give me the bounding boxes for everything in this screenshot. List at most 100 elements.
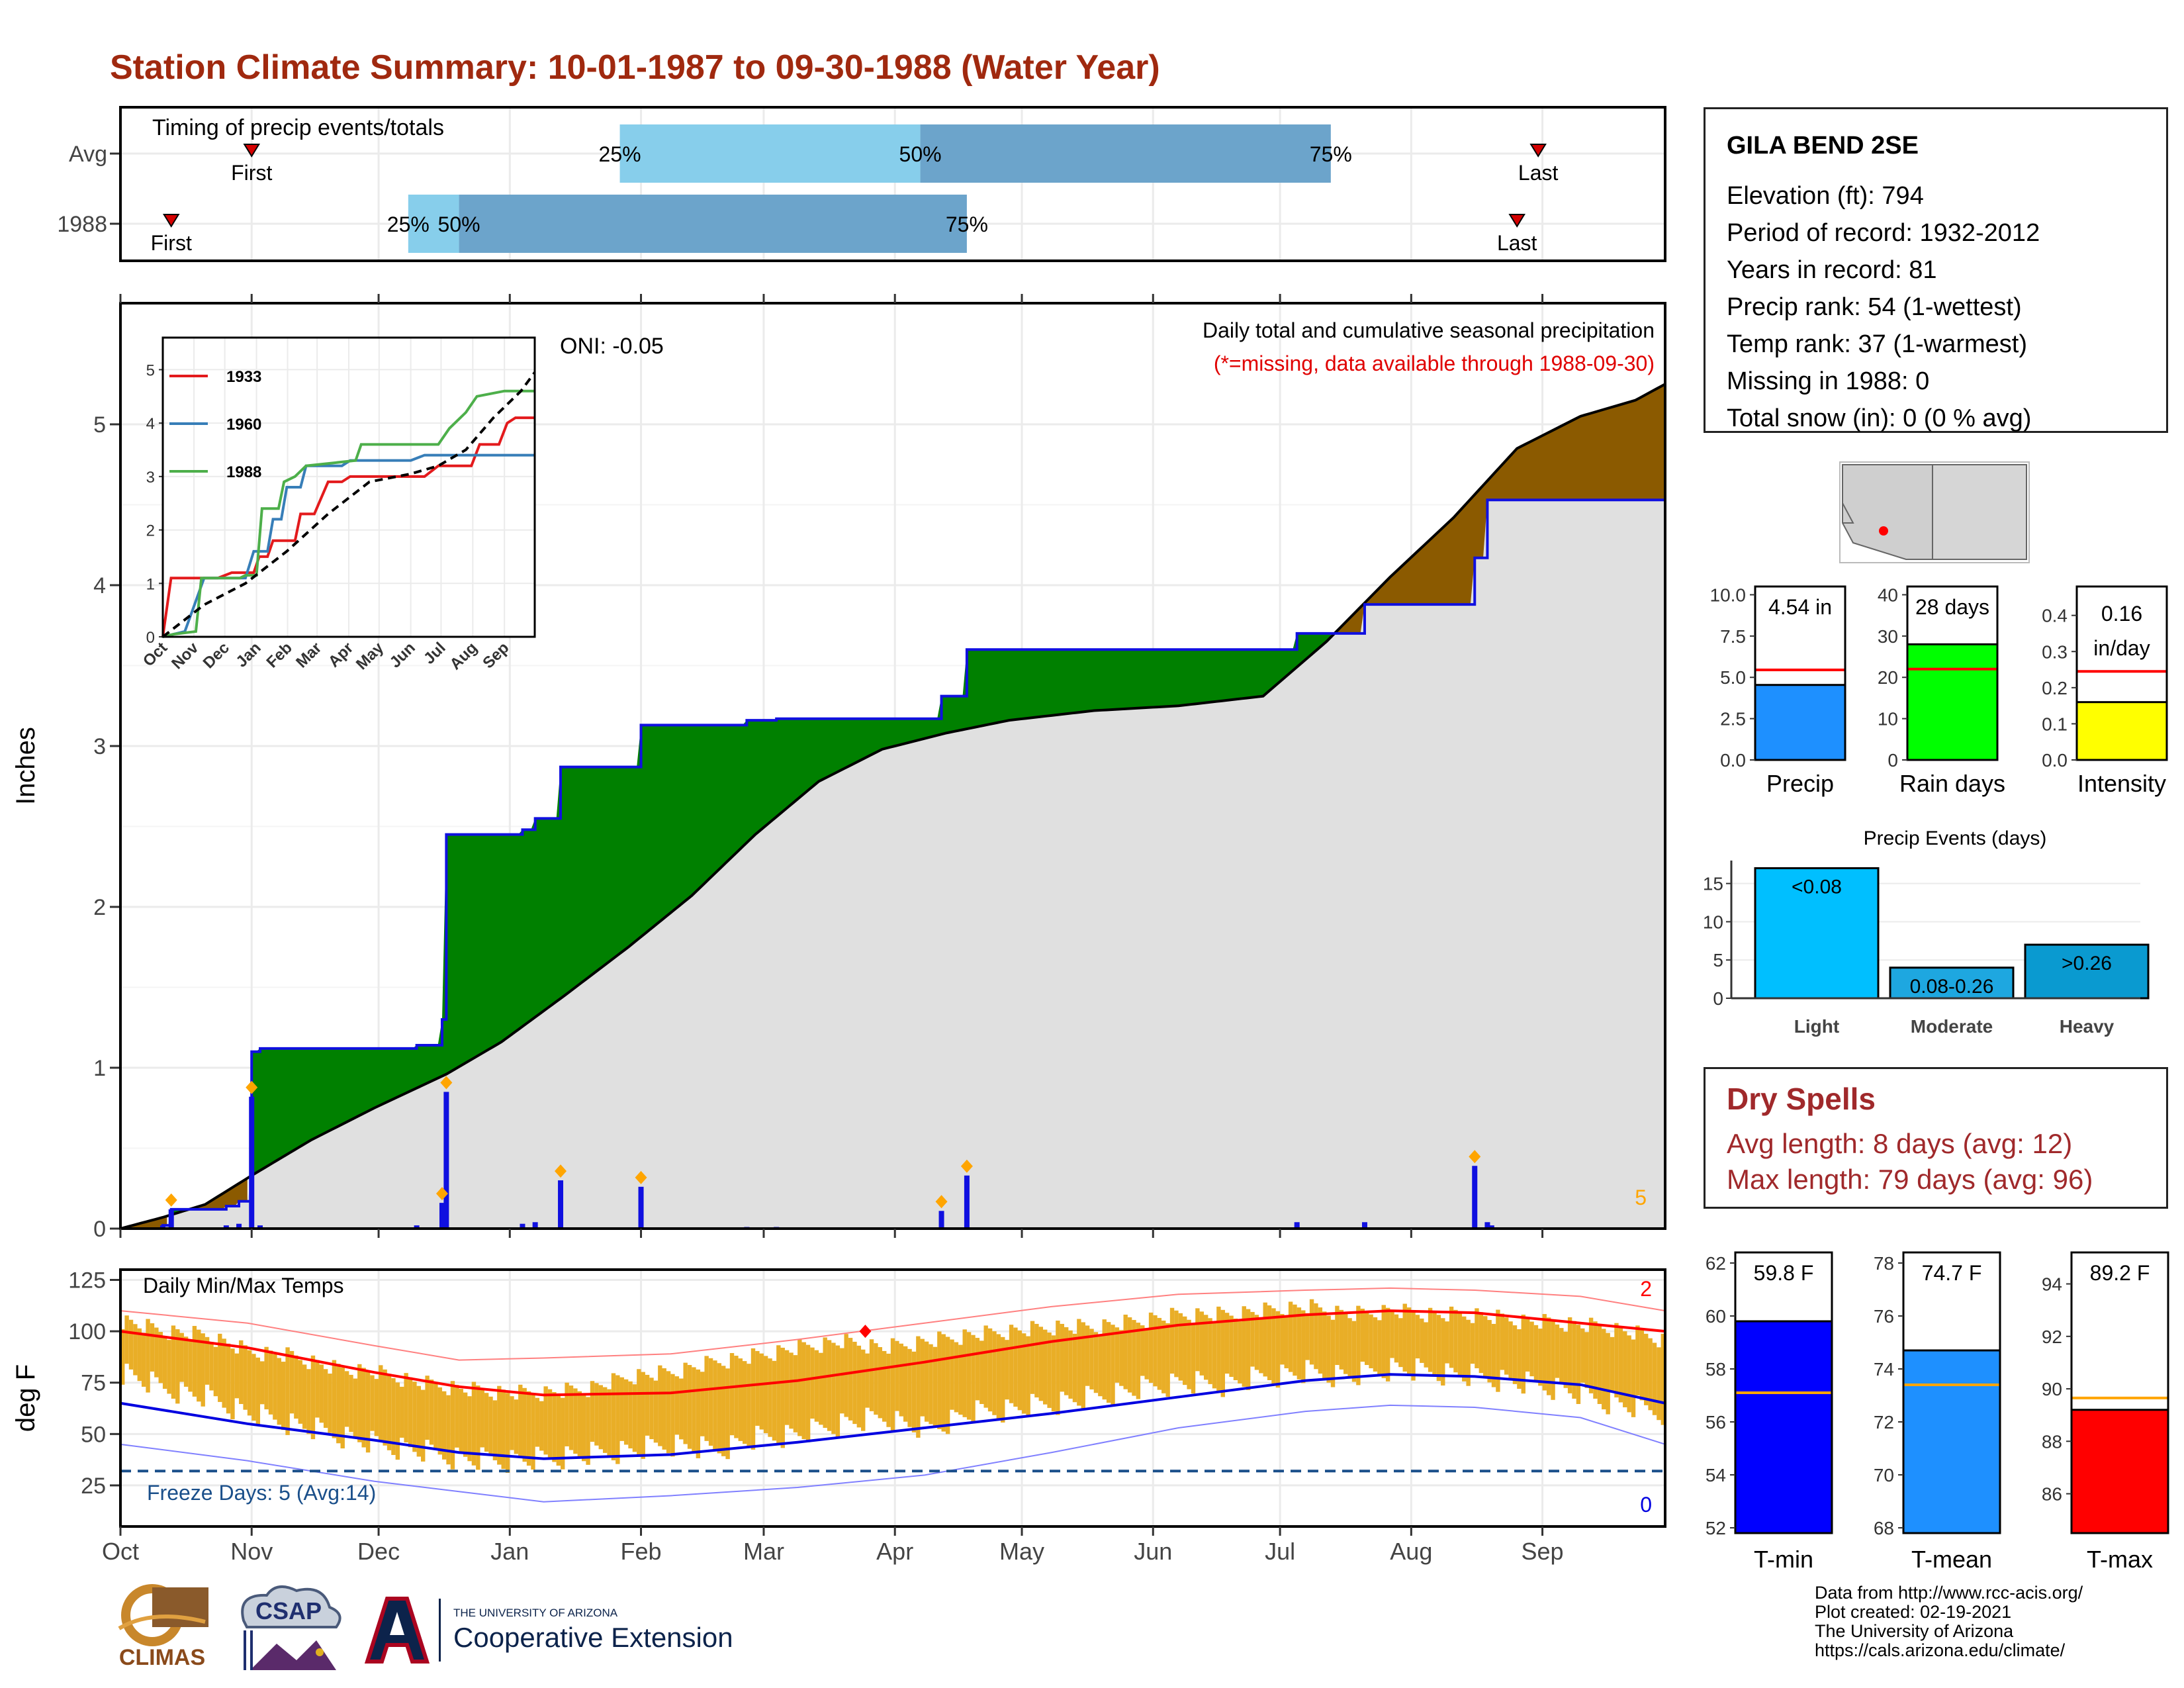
daily-temp-bar (1280, 1314, 1285, 1365)
temp-y-tick-label: 125 (68, 1268, 106, 1293)
station-years: Years in record: 81 (1727, 256, 1937, 284)
daily-temp-bar (683, 1362, 688, 1444)
daily-temp-bar (281, 1362, 286, 1430)
mini-bar-y-tick-label: 0.4 (2042, 606, 2068, 626)
daily-temp-bar (1631, 1339, 1636, 1417)
daily-precip-bar (558, 1180, 564, 1229)
timing-p75-label: 75% (946, 212, 988, 236)
timing-bar-50-75 (459, 195, 967, 253)
daily-temp-bar (569, 1385, 574, 1450)
temp-bar-y-tick-label: 52 (1706, 1518, 1726, 1538)
daily-temp-bar (1584, 1332, 1589, 1388)
daily-temp-bar (835, 1345, 841, 1437)
events-bar-heavy (2024, 943, 2150, 1000)
daily-temp-bar (1220, 1309, 1225, 1397)
daily-temp-bar (971, 1335, 976, 1424)
daily-temp-bar (1356, 1305, 1361, 1385)
daily-temp-bar (1517, 1329, 1522, 1389)
daily-temp-bar (429, 1380, 434, 1445)
daily-temp-bar (987, 1328, 993, 1412)
daily-temp-bar (886, 1353, 891, 1427)
daily-temp-bar (260, 1361, 265, 1405)
daily-temp-bar (1402, 1303, 1407, 1372)
daily-temp-bar (602, 1387, 608, 1453)
ua-small-text: THE UNIVERSITY OF ARIZONA (453, 1607, 618, 1619)
daily-temp-bar (1364, 1311, 1369, 1366)
daily-temp-bar (552, 1391, 557, 1462)
daily-precip-bar (168, 1209, 174, 1229)
daily-temp-bar (1479, 1312, 1484, 1374)
precip-events-chart: Precip Events (days) <0.08 Light 0.08-0.26 M… (1703, 827, 2150, 1037)
daily-temp-bar (353, 1378, 358, 1437)
daily-temp-bar (518, 1384, 523, 1458)
daily-temp-bar (1335, 1305, 1340, 1366)
daily-temp-bar (171, 1325, 176, 1399)
station-period: Period of record: 1932-2012 (1727, 219, 2040, 247)
temp-bar-y-tick-label: 62 (1706, 1253, 1726, 1274)
daily-temp-bar (641, 1372, 645, 1459)
daily-temp-bar (1297, 1307, 1302, 1380)
daily-temp-bar (1001, 1336, 1005, 1423)
timing-panel: Timing of precip events/totals Avg 25% 50% 7… (57, 106, 1666, 262)
first-event-marker-icon (243, 144, 261, 158)
daily-temp-bar (632, 1384, 637, 1452)
climas-logo: CLIMAS (106, 1582, 218, 1681)
daily-precip-bar (257, 1225, 263, 1229)
daily-temp-bar (1216, 1306, 1221, 1393)
daily-temp-bar (1022, 1333, 1026, 1414)
daily-temp-bar (958, 1344, 963, 1415)
daily-temp-bar (510, 1396, 514, 1450)
timing-p75-label: 75% (1310, 142, 1352, 166)
daily-temp-bar (315, 1360, 320, 1418)
daily-temp-bar (1056, 1320, 1060, 1415)
daily-temp-bar (336, 1364, 341, 1444)
dry-spells-avg: Avg length: 8 days (avg: 12) (1727, 1128, 2073, 1159)
last-event-label: Last (1518, 161, 1559, 185)
daily-temp-bar (1411, 1311, 1416, 1381)
cumulative-base-area (120, 498, 1665, 1229)
daily-temp-bar (734, 1356, 739, 1438)
mini-bar-y-tick-label: 0.0 (1720, 750, 1746, 771)
daily-temp-bar (306, 1369, 311, 1434)
daily-temp-bar (1381, 1305, 1386, 1378)
mini-bar-rain-days (1906, 643, 1999, 761)
daily-temp-bar (801, 1342, 806, 1440)
first-event-label: First (231, 161, 272, 185)
station-location-dot-icon (1879, 526, 1888, 536)
daily-temp-bar (201, 1333, 205, 1407)
daily-temp-bar (1077, 1319, 1081, 1406)
below-average-area (1335, 384, 1665, 633)
daily-temp-bar (310, 1355, 316, 1440)
timing-row-label: Avg (69, 142, 107, 167)
daily-temp-bar (484, 1393, 489, 1452)
daily-temp-bar (492, 1400, 498, 1461)
month-label: Jun (1134, 1538, 1172, 1565)
daily-temp-bar (1064, 1327, 1069, 1395)
observed-cumulative-line (120, 498, 1666, 1230)
heavy-event-marker-icon (435, 1187, 448, 1201)
temp-bar-y-tick-label: 94 (2042, 1274, 2062, 1295)
daily-temp-bar (920, 1338, 925, 1417)
mini-bar-value-label: 28 days (1915, 595, 1989, 619)
daily-temp-bar (933, 1346, 938, 1427)
daily-temp-bar (1309, 1299, 1314, 1365)
daily-temp-bar (890, 1338, 895, 1432)
daily-temp-bar (298, 1360, 302, 1424)
credit-line: Plot created: 02-19-2021 (1815, 1602, 2012, 1622)
daily-temp-bar (285, 1347, 290, 1435)
inset-series-line (162, 389, 535, 638)
month-label: Mar (743, 1538, 784, 1565)
daily-temp-bar (670, 1374, 675, 1457)
daily-temp-bar (1529, 1321, 1534, 1377)
daily-temp-bar (907, 1348, 912, 1427)
daily-temp-bar (844, 1334, 848, 1417)
daily-temp-bar (302, 1364, 307, 1429)
temp-line-avg-min (120, 1373, 1666, 1460)
daily-temp-bar (729, 1353, 735, 1436)
daily-temp-bar (1351, 1321, 1357, 1382)
daily-precip-bar (1294, 1222, 1300, 1229)
daily-temp-bar (674, 1376, 680, 1435)
temp-bar-t-mean (1902, 1349, 2001, 1534)
temp-frame (119, 1268, 1666, 1528)
daily-temp-bar (476, 1385, 480, 1470)
